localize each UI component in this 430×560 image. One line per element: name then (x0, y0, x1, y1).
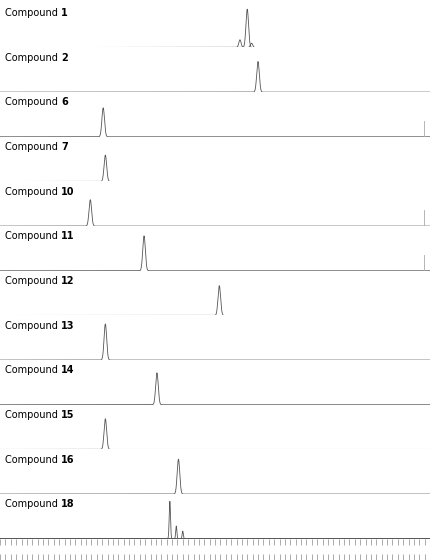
Text: 1: 1 (61, 8, 68, 18)
Text: 16: 16 (61, 455, 75, 465)
Text: Compound: Compound (5, 410, 61, 420)
Text: Compound: Compound (5, 8, 61, 18)
Text: 11: 11 (61, 231, 75, 241)
Text: 14: 14 (61, 366, 75, 375)
Text: Compound: Compound (5, 276, 61, 286)
Text: 2: 2 (61, 53, 68, 63)
Text: 10: 10 (61, 187, 75, 197)
Text: Compound: Compound (5, 455, 61, 465)
Text: 15: 15 (61, 410, 75, 420)
Text: Compound: Compound (5, 321, 61, 331)
Text: Compound: Compound (5, 97, 61, 108)
Text: Compound: Compound (5, 187, 61, 197)
Text: Compound: Compound (5, 231, 61, 241)
Text: 6: 6 (61, 97, 68, 108)
Text: 7: 7 (61, 142, 68, 152)
Text: Compound: Compound (5, 500, 61, 510)
Text: 12: 12 (61, 276, 75, 286)
Text: 18: 18 (61, 500, 75, 510)
Text: Compound: Compound (5, 53, 61, 63)
Text: Compound: Compound (5, 366, 61, 375)
Text: Compound: Compound (5, 142, 61, 152)
Text: 13: 13 (61, 321, 75, 331)
